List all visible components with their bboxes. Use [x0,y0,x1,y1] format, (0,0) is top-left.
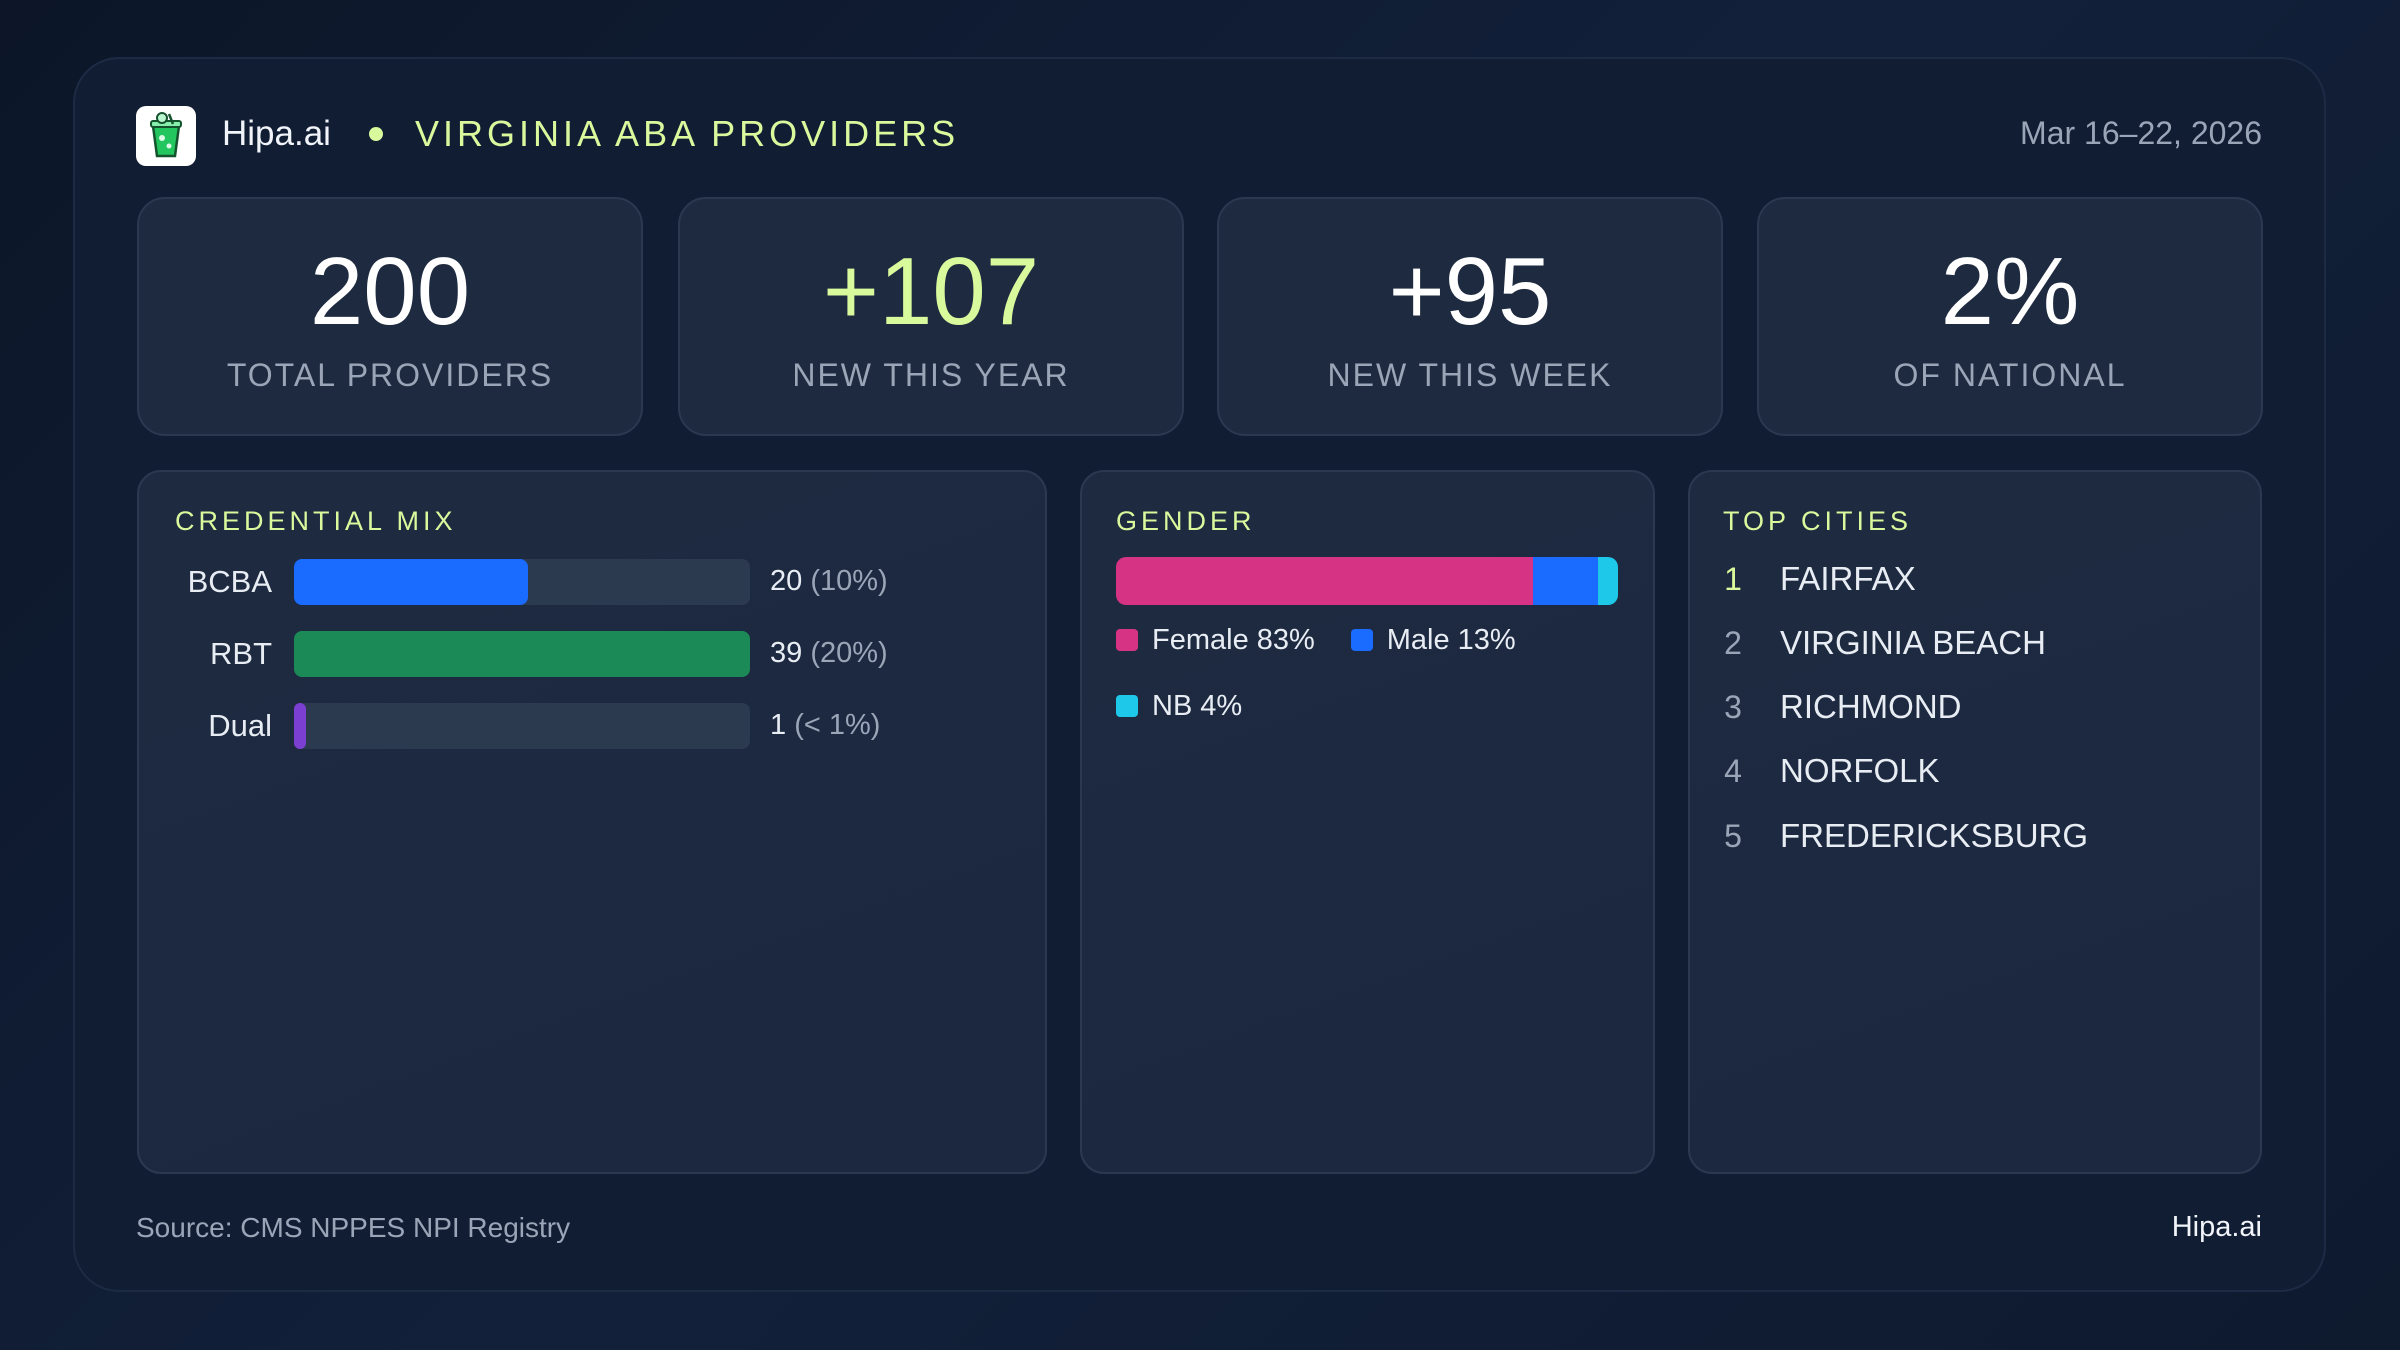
bar [294,559,528,605]
bar-track [294,559,750,605]
legend-value: 83% [1256,623,1315,656]
city-rank: 4 [1724,753,1742,789]
stat-label: OF NATIONAL [1893,357,2127,393]
gender-segment [1116,557,1533,605]
gender-segment [1597,557,1618,605]
city-name: FAIRFAX [1780,560,1916,597]
count: 1 [770,709,787,741]
logo-icon [150,112,182,158]
stat-value: +95 [1388,238,1552,345]
city-name: FREDERICKSBURG [1780,817,2089,854]
legend-swatch [1350,629,1373,651]
bar-value-label: 39 (20%) [770,637,888,670]
count: 20 [770,565,803,597]
legend-swatch [1116,629,1138,651]
source-note: Source: CMS NPPES NPI Registry [136,1212,571,1243]
bar-track [294,703,750,749]
legend-name: Female [1152,623,1249,656]
bar-value-label: 1 (< 1%) [770,709,880,742]
city-rank: 3 [1724,689,1742,725]
city-name: RICHMOND [1780,688,1962,725]
separator-dot [369,127,383,141]
gender-segment [1532,557,1598,605]
stat-value: 200 [309,238,471,345]
footer-brand: Hipa.ai [2171,1211,2262,1243]
panel-title: TOP CITIES [1723,506,1913,536]
panel-title: GENDER [1116,506,1256,536]
stat-card: +107 NEW THIS YEAR [678,197,1184,436]
count: 39 [770,637,803,669]
credential-label: Dual [208,708,272,743]
share: (10%) [810,565,888,597]
stat-value: 2% [1940,238,2080,345]
stat-card: 200 TOTAL PROVIDERS [137,197,643,436]
credential-label: BCBA [187,564,272,599]
city-name: NORFOLK [1780,752,1940,789]
legend-item: NB 4% [1116,689,1242,723]
legend-value: 13% [1457,623,1516,656]
legend-item: Female 83% [1116,623,1315,657]
bar-value-label: 20 (10%) [770,565,888,598]
city-name: VIRGINIA BEACH [1780,624,2046,661]
city-rank: 1 [1724,561,1742,597]
brand: Hipa.ai [222,114,331,153]
stat-card: 2% OF NATIONAL [1757,197,2263,436]
legend-name: Male [1386,623,1450,656]
bar [294,703,306,749]
stat-label: NEW THIS WEEK [1327,357,1613,393]
city-rank: 2 [1724,625,1742,661]
legend-item: Male 13% [1350,623,1516,657]
share: (< 1%) [794,709,881,741]
credential-label: RBT [210,636,272,671]
share: (20%) [810,637,888,669]
cities-panel [1688,470,2262,1174]
dashboard-title: VIRGINIA ABA PROVIDERS [415,113,960,154]
stat-label: NEW THIS YEAR [792,357,1070,393]
legend-swatch [1116,695,1138,717]
stat-card: +95 NEW THIS WEEK [1217,197,1723,436]
date-range: Mar 16–22, 2026 [2020,115,2262,151]
panel-title: CREDENTIAL MIX [175,506,457,536]
logo [136,106,196,166]
stat-label: TOTAL PROVIDERS [226,357,554,393]
gender-bar [1116,557,1618,605]
gender-legend: Female 83% Male 13% NB 4% [1116,623,1546,723]
legend-name: NB [1152,689,1193,722]
legend-value: 4% [1200,689,1243,722]
stat-value: +107 [822,238,1040,345]
city-rank: 5 [1724,818,1742,854]
bar-track [294,631,750,677]
bar [294,631,750,677]
